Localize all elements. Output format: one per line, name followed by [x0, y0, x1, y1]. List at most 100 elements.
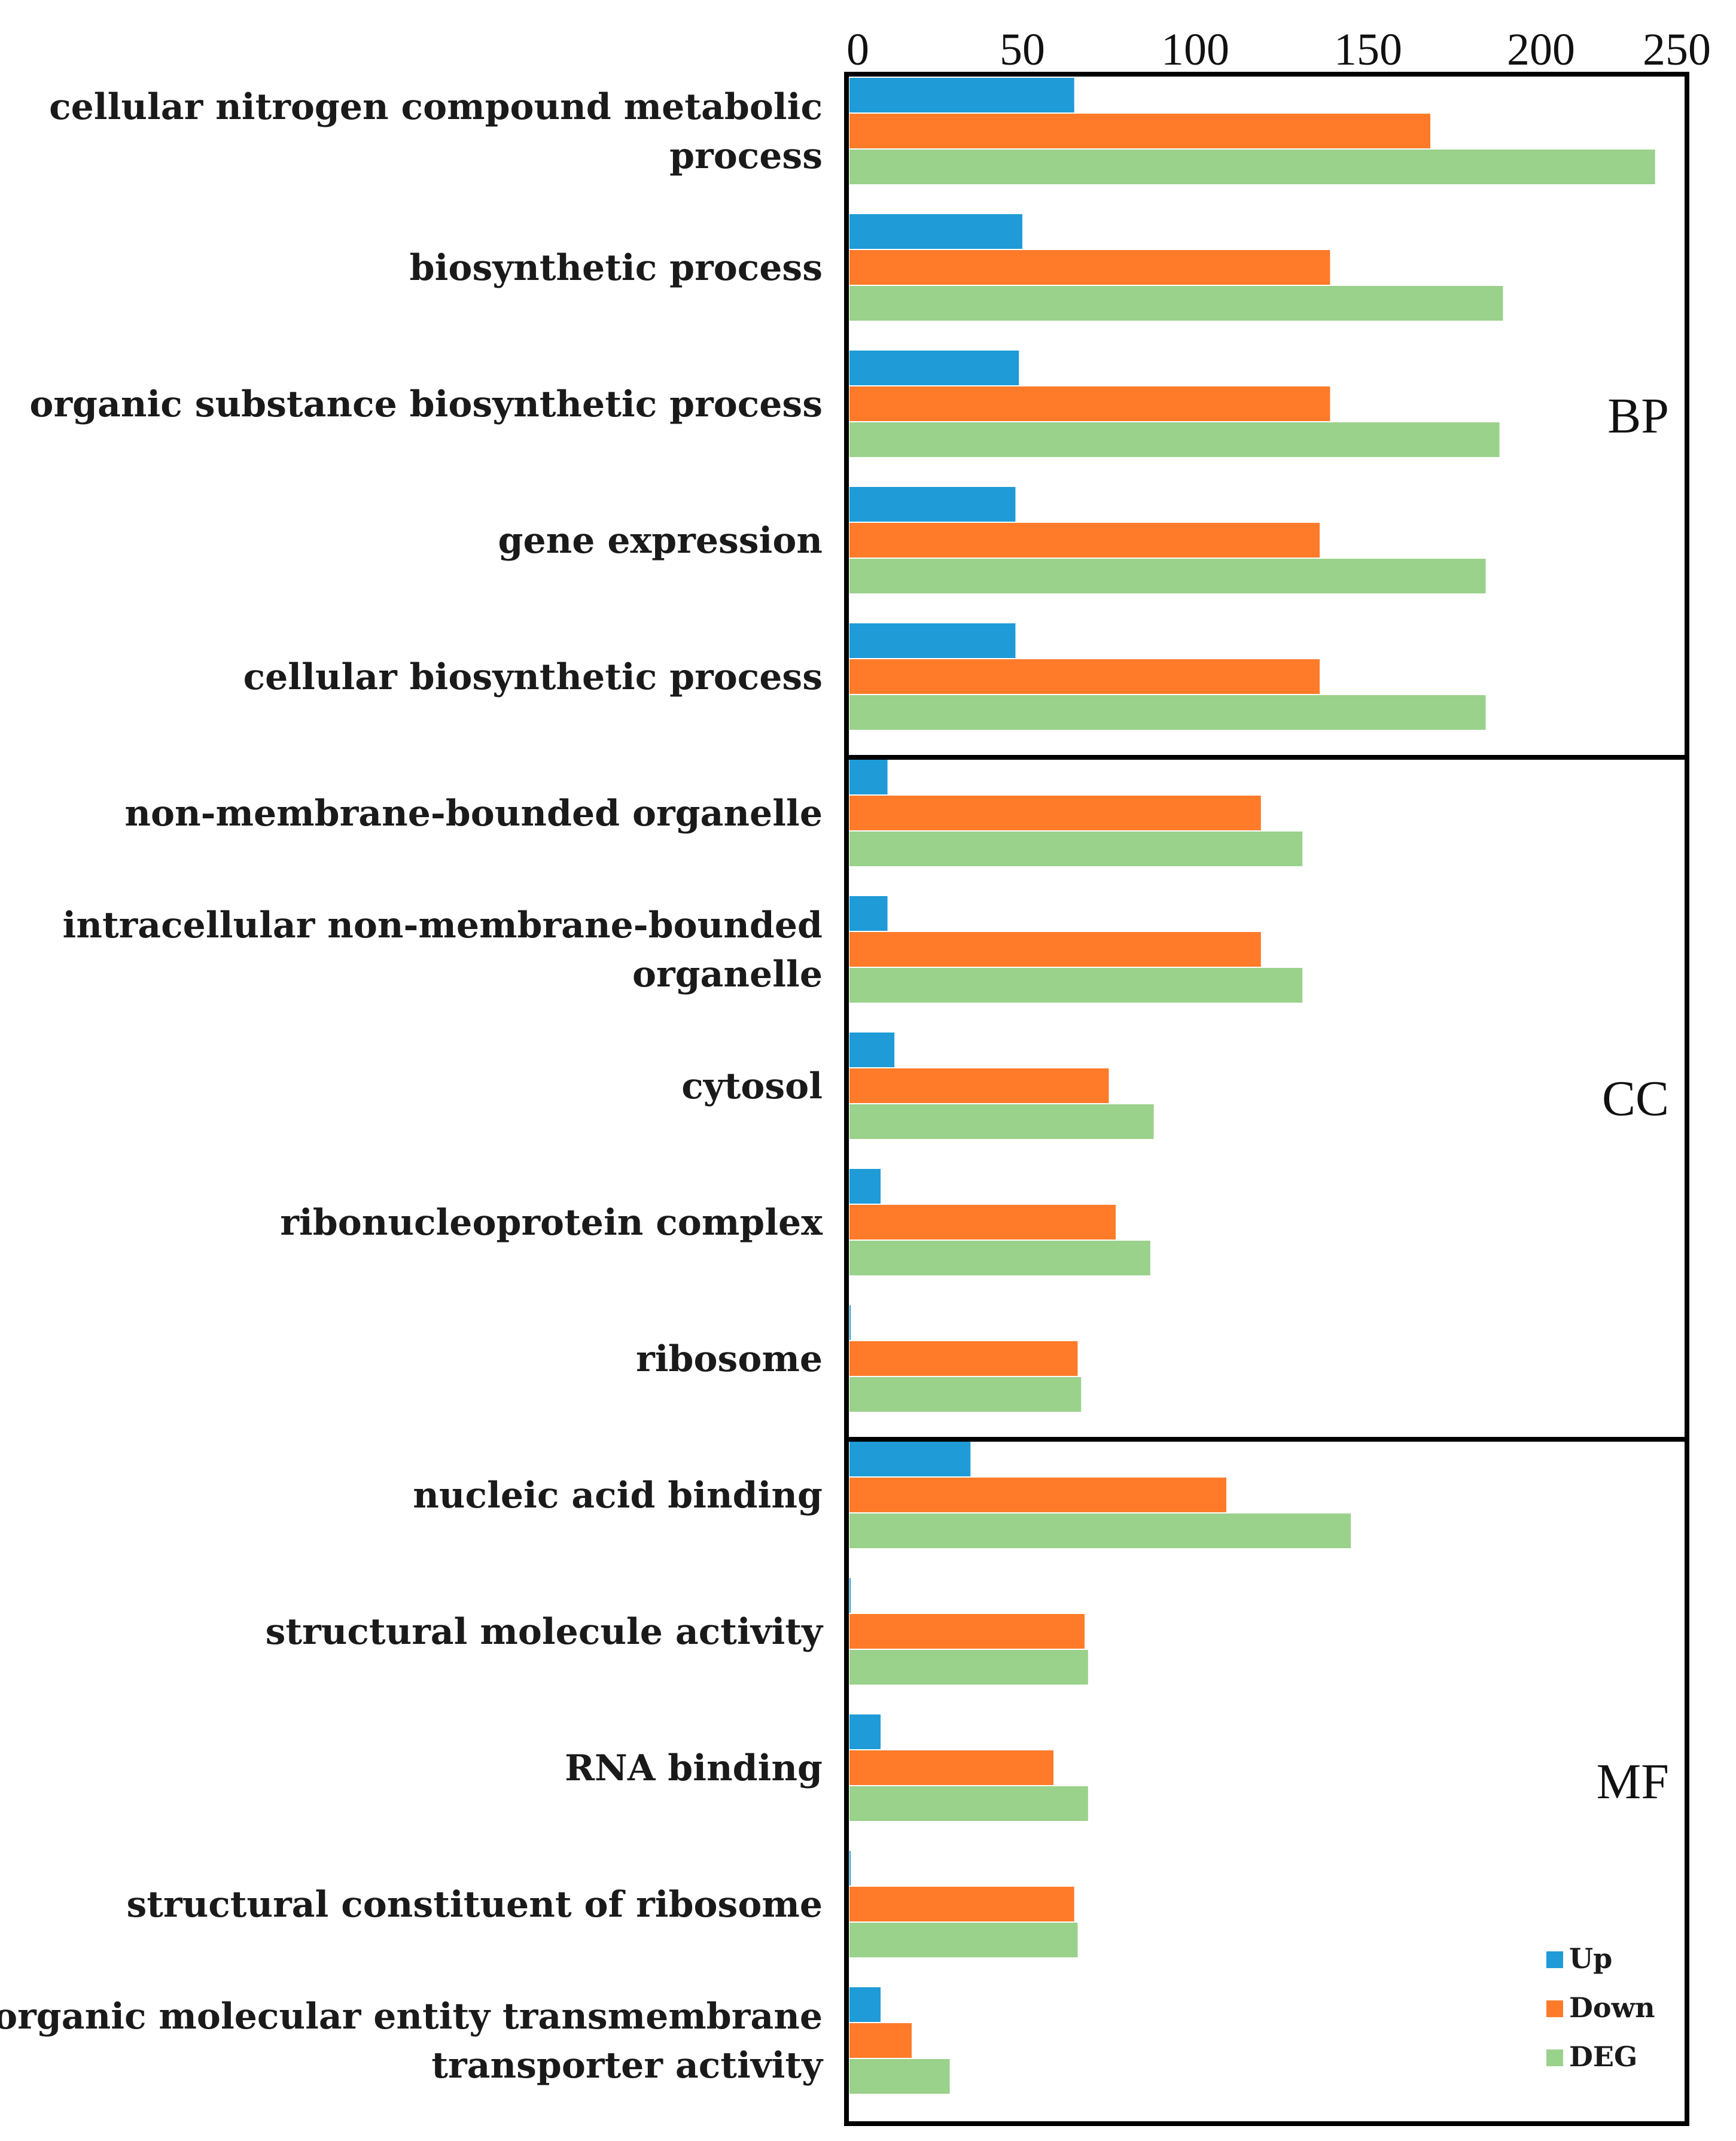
- bar-up-inorganic-molecular-entity-transmembrane-transporter-activity: [849, 1987, 881, 2022]
- category-label-line: intracellular non-membrane-bounded: [63, 904, 823, 946]
- category-label-line: biosynthetic process: [410, 247, 823, 289]
- legend: Up Down DEG: [1546, 1942, 1655, 2073]
- category-label: RNA binding: [565, 1747, 823, 1789]
- category-label: gene expression: [498, 520, 823, 562]
- x-tick-250: 250: [1643, 25, 1711, 75]
- bar-deg-nucleic-acid-binding: [849, 1513, 1351, 1548]
- section-frame-mf: [844, 1437, 1689, 2126]
- category-labels: cellular nitrogen compound metabolic proc…: [0, 86, 824, 2087]
- bar-deg-gene-expression: [849, 559, 1486, 593]
- bar-deg-structural-molecule-activity: [849, 1650, 1088, 1685]
- category-label-line: process: [669, 135, 823, 177]
- bar-down-intracellular-non-membrane-bounded-organelle: [849, 932, 1261, 967]
- bar-deg-structural-constituent-of-ribosome: [849, 1923, 1078, 1957]
- category-label: structural constituent of ribosome: [126, 1884, 823, 1926]
- category-label: cellular biosynthetic process: [243, 656, 823, 698]
- bar-deg-inorganic-molecular-entity-transmembrane-transporter-activity: [849, 2059, 950, 2094]
- category-label-line: RNA binding: [565, 1747, 823, 1789]
- bar-up-structural-molecule-activity: [849, 1578, 851, 1613]
- bar-deg-rna-binding: [849, 1786, 1088, 1821]
- bar-down-structural-molecule-activity: [849, 1614, 1085, 1649]
- legend-label-deg: DEG: [1569, 2041, 1637, 2073]
- section-label-cc: CC: [1602, 1071, 1669, 1126]
- bar-down-ribosome: [849, 1341, 1078, 1376]
- bar-up-rna-binding: [849, 1714, 881, 1749]
- x-tick-50: 50: [1000, 25, 1045, 75]
- x-tick-100: 100: [1161, 25, 1229, 75]
- section-labels: BP CC MF: [1597, 388, 1669, 1810]
- bar-deg-ribosome: [849, 1377, 1082, 1412]
- legend-label-down: Down: [1569, 1991, 1655, 2024]
- bar-down-structural-constituent-of-ribosome: [849, 1887, 1074, 1921]
- bar-deg-ribonucleoprotein-complex: [849, 1241, 1150, 1275]
- category-label-line: gene expression: [498, 520, 823, 562]
- category-label: intracellular non-membrane-bounded organe…: [63, 904, 823, 995]
- bar-up-organic-substance-biosynthetic-process: [849, 351, 1019, 385]
- category-label-line: ribonucleoprotein complex: [280, 1202, 823, 1244]
- bar-down-rna-binding: [849, 1750, 1054, 1785]
- section-frames: [844, 72, 1689, 2126]
- bar-deg-non-membrane-bounded-organelle: [849, 832, 1303, 866]
- category-label-line: cellular nitrogen compound metabolic: [49, 86, 823, 128]
- bar-deg-cellular-nitrogen-compound-metabolic-process: [849, 150, 1655, 184]
- legend-swatch-up: [1546, 1951, 1563, 1968]
- category-label: cellular nitrogen compound metabolic proc…: [49, 86, 823, 177]
- section-label-mf: MF: [1597, 1754, 1669, 1810]
- legend-swatch-deg: [1546, 2049, 1563, 2066]
- category-label-line: nucleic acid binding: [413, 1475, 823, 1516]
- bar-up-ribosome: [849, 1305, 851, 1340]
- section-label-bp: BP: [1607, 388, 1669, 444]
- category-label: cytosol: [681, 1065, 823, 1107]
- bar-deg-organic-substance-biosynthetic-process: [849, 422, 1500, 457]
- category-label-line: structural constituent of ribosome: [126, 1884, 823, 1926]
- legend-swatch-down: [1546, 2000, 1563, 2017]
- bar-up-cellular-nitrogen-compound-metabolic-process: [849, 78, 1074, 112]
- bar-up-cellular-biosynthetic-process: [849, 623, 1016, 658]
- bar-down-gene-expression: [849, 523, 1320, 558]
- bar-deg-intracellular-non-membrane-bounded-organelle: [849, 968, 1303, 1003]
- category-label: inorganic molecular entity transmembrane…: [0, 1996, 824, 2087]
- category-label-line: inorganic molecular entity transmembrane: [0, 1996, 823, 2038]
- category-label-line: transporter activity: [431, 2045, 824, 2087]
- bar-up-gene-expression: [849, 487, 1016, 522]
- bar-down-organic-substance-biosynthetic-process: [849, 386, 1330, 421]
- bar-down-biosynthetic-process: [849, 250, 1330, 285]
- bar-up-non-membrane-bounded-organelle: [849, 760, 888, 794]
- category-label-line: ribosome: [636, 1338, 823, 1380]
- category-label: biosynthetic process: [410, 247, 823, 289]
- category-label-line: cellular biosynthetic process: [243, 656, 823, 698]
- bar-up-biosynthetic-process: [849, 214, 1022, 249]
- bar-down-cellular-biosynthetic-process: [849, 659, 1320, 694]
- bar-up-ribonucleoprotein-complex: [849, 1169, 881, 1204]
- bar-up-cytosol: [849, 1033, 895, 1067]
- bar-up-structural-constituent-of-ribosome: [849, 1851, 851, 1886]
- x-tick-200: 200: [1507, 25, 1575, 75]
- category-label: structural molecule activity: [266, 1611, 824, 1653]
- bar-deg-cellular-biosynthetic-process: [849, 695, 1486, 730]
- category-label-line: organelle: [632, 954, 823, 995]
- category-label: non-membrane-bounded organelle: [124, 793, 823, 835]
- bar-down-cellular-nitrogen-compound-metabolic-process: [849, 114, 1431, 148]
- bar-down-nucleic-acid-binding: [849, 1478, 1227, 1512]
- x-tick-150: 150: [1334, 25, 1402, 75]
- x-axis-ticks: 0 50 100 150 200 250: [846, 25, 1711, 75]
- category-label-line: cytosol: [681, 1065, 823, 1107]
- category-label: ribonucleoprotein complex: [280, 1202, 823, 1244]
- category-label: ribosome: [636, 1338, 823, 1380]
- bar-up-intracellular-non-membrane-bounded-organelle: [849, 896, 888, 931]
- bar-deg-cytosol: [849, 1104, 1154, 1139]
- category-label-line: structural molecule activity: [266, 1611, 824, 1653]
- category-label-line: non-membrane-bounded organelle: [124, 793, 823, 835]
- category-label: nucleic acid binding: [413, 1475, 823, 1516]
- bar-deg-biosynthetic-process: [849, 286, 1503, 321]
- bar-down-non-membrane-bounded-organelle: [849, 796, 1261, 830]
- bar-down-inorganic-molecular-entity-transmembrane-transporter-activity: [849, 2023, 912, 2058]
- category-label: organic substance biosynthetic process: [29, 383, 823, 425]
- bars-layer: [849, 78, 1655, 2094]
- legend-label-up: Up: [1569, 1942, 1612, 1975]
- category-label-line: organic substance biosynthetic process: [29, 383, 823, 425]
- bar-up-nucleic-acid-binding: [849, 1442, 971, 1476]
- x-tick-0: 0: [846, 25, 869, 75]
- bar-down-ribonucleoprotein-complex: [849, 1205, 1116, 1239]
